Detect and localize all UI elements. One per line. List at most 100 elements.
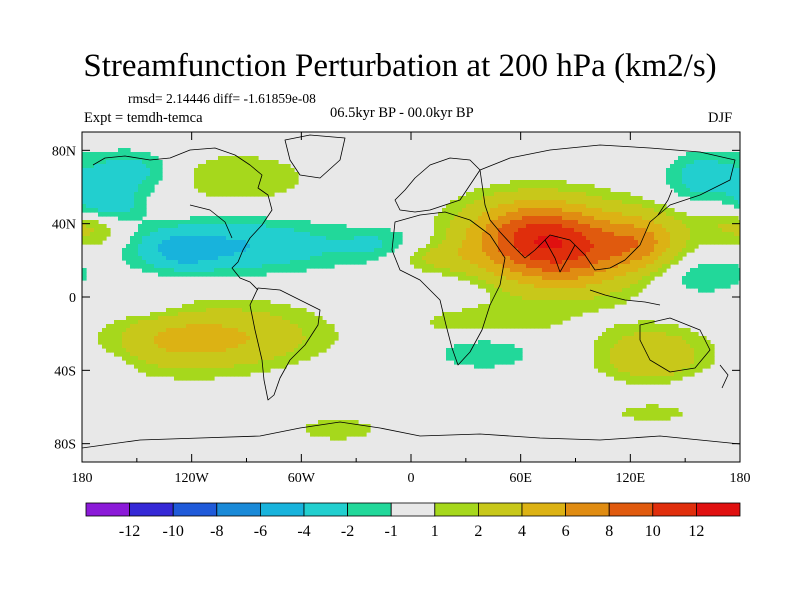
field-cell (186, 352, 191, 357)
field-cell (294, 220, 299, 225)
field-cell (490, 260, 495, 265)
field-cell (334, 256, 339, 261)
field-cell (702, 160, 707, 165)
field-cell (130, 212, 135, 217)
field-cell (266, 300, 271, 305)
field-cell (126, 252, 131, 257)
field-cell (662, 348, 667, 353)
field-cell (702, 220, 707, 225)
field-cell (518, 184, 523, 189)
field-cell (134, 184, 139, 189)
field-cell (142, 316, 147, 321)
field-cell (550, 208, 555, 213)
field-cell (682, 192, 687, 197)
field-cell (350, 232, 355, 237)
field-cell (150, 240, 155, 245)
field-cell (214, 168, 219, 173)
field-cell (230, 228, 235, 233)
field-cell (190, 332, 195, 337)
field-cell (670, 336, 675, 341)
field-cell (130, 328, 135, 333)
field-cell (146, 168, 151, 173)
field-cell (654, 212, 659, 217)
field-cell (498, 272, 503, 277)
field-cell (130, 208, 135, 213)
field-cell (274, 316, 279, 321)
field-cell (682, 372, 687, 377)
field-cell (302, 244, 307, 249)
field-cell (202, 368, 207, 373)
field-cell (194, 316, 199, 321)
field-cell (318, 228, 323, 233)
field-cell (282, 188, 287, 193)
field-cell (146, 256, 151, 261)
field-cell (294, 324, 299, 329)
field-cell (270, 320, 275, 325)
field-cell (510, 292, 515, 297)
field-cell (234, 244, 239, 249)
field-cell (194, 260, 199, 265)
field-cell (614, 356, 619, 361)
field-cell (730, 200, 735, 205)
field-cell (86, 172, 91, 177)
field-cell (494, 280, 499, 285)
field-cell (550, 292, 555, 297)
field-cell (386, 236, 391, 241)
field-cell (366, 236, 371, 241)
field-cell (422, 256, 427, 261)
field-cell (486, 192, 491, 197)
field-cell (686, 356, 691, 361)
field-cell (538, 192, 543, 197)
field-cell (238, 320, 243, 325)
field-cell (238, 216, 243, 221)
field-cell (386, 232, 391, 237)
field-cell (302, 236, 307, 241)
field-cell (286, 340, 291, 345)
field-cell (382, 228, 387, 233)
field-cell (726, 152, 731, 157)
field-cell (462, 248, 467, 253)
field-cell (654, 364, 659, 369)
field-cell (582, 204, 587, 209)
field-cell (126, 356, 131, 361)
field-cell (106, 184, 111, 189)
field-cell (286, 316, 291, 321)
field-cell (690, 372, 695, 377)
field-cell (294, 348, 299, 353)
field-cell (474, 316, 479, 321)
field-cell (234, 260, 239, 265)
field-cell (542, 316, 547, 321)
field-cell (438, 316, 443, 321)
field-cell (174, 264, 179, 269)
field-cell (686, 276, 691, 281)
field-cell (250, 236, 255, 241)
field-cell (574, 212, 579, 217)
field-cell (674, 168, 679, 173)
field-cell (294, 308, 299, 313)
field-cell (674, 344, 679, 349)
field-cell (562, 300, 567, 305)
field-cell (598, 368, 603, 373)
field-cell (706, 168, 711, 173)
field-cell (158, 176, 163, 181)
field-cell (622, 280, 627, 285)
field-cell (254, 320, 259, 325)
field-cell (210, 184, 215, 189)
field-cell (554, 296, 559, 301)
field-cell (238, 344, 243, 349)
field-cell (698, 168, 703, 173)
field-cell (314, 328, 319, 333)
field-cell (246, 368, 251, 373)
field-cell (530, 220, 535, 225)
field-cell (658, 356, 663, 361)
field-cell (234, 336, 239, 341)
field-cell (170, 248, 175, 253)
field-cell (130, 320, 135, 325)
field-cell (286, 320, 291, 325)
field-cell (690, 188, 695, 193)
field-cell (710, 284, 715, 289)
field-cell (650, 216, 655, 221)
field-cell (674, 260, 679, 265)
field-cell (458, 220, 463, 225)
field-cell (626, 252, 631, 257)
